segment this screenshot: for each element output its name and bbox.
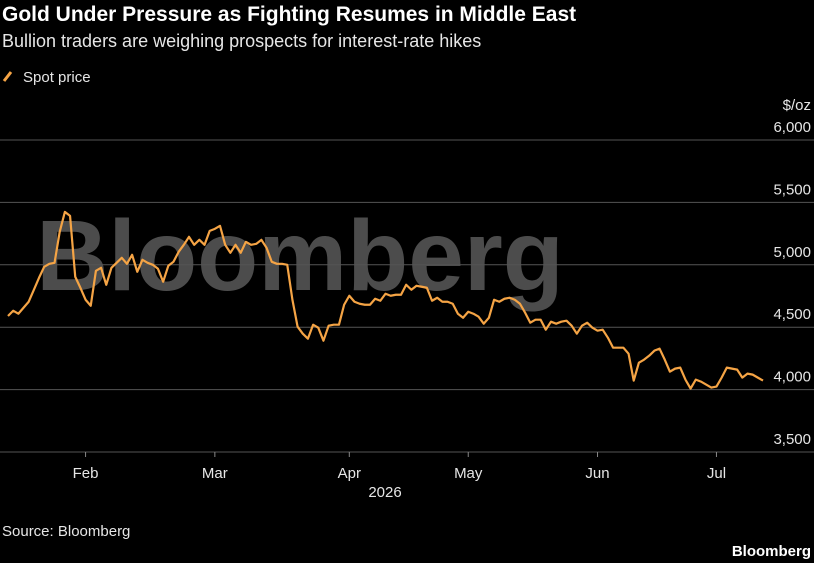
y-tick-label: 5,500	[773, 181, 811, 198]
chart-title: Gold Under Pressure as Fighting Resumes …	[2, 3, 576, 26]
brand: Bloomberg	[732, 543, 811, 560]
source: Source: Bloomberg	[2, 523, 130, 540]
y-tick-label: 5,000	[773, 244, 811, 261]
y-tick-label: 4,500	[773, 306, 811, 323]
x-tick-label: Jul	[707, 465, 726, 482]
x-tick-label: Feb	[73, 465, 99, 482]
legend-swatch	[2, 71, 13, 82]
x-axis-label: 2026	[368, 484, 401, 501]
y-tick-label: 3,500	[773, 431, 811, 448]
series-line	[7, 210, 764, 390]
x-tick-label: Jun	[585, 465, 609, 482]
chart-subtitle: Bullion traders are weighing prospects f…	[2, 31, 481, 51]
y-tick-label: 4,000	[773, 369, 811, 386]
x-tick-label: Apr	[338, 465, 361, 482]
x-tick-label: May	[454, 465, 483, 482]
x-tick-label: Mar	[202, 465, 228, 482]
y-axis-label: $/oz	[783, 97, 811, 114]
watermark: Bloomberg	[36, 200, 564, 312]
legend-label: Spot price	[23, 69, 91, 86]
y-tick-label: 6,000	[773, 119, 811, 136]
